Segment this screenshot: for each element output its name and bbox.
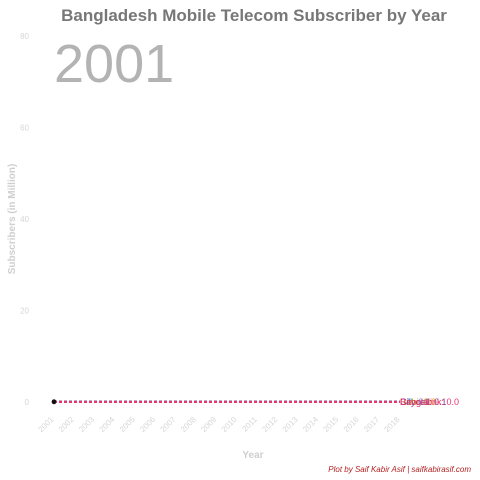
x-tick-label: 2018 (382, 415, 401, 434)
series-point-banglalink (51, 399, 57, 405)
x-tick-label: 2001 (36, 415, 55, 434)
x-tick-label: 2014 (301, 415, 320, 434)
y-tick-label: 0 (25, 398, 30, 407)
x-tick-label: 2010 (220, 415, 239, 434)
x-tick-label: 2006 (138, 415, 157, 434)
x-tick-label: 2009 (199, 415, 218, 434)
x-tick-label: 2013 (281, 415, 300, 434)
x-tick-label: 2017 (362, 415, 381, 434)
x-tick-label: 2004 (98, 415, 117, 434)
x-axis-ticks: 2001 2002 2003 2004 2005 2006 2007 2008 2009 2010… (36, 415, 401, 434)
series-label-robi: Robi: 0.0 (400, 397, 436, 407)
x-tick-label: 2008 (179, 415, 198, 434)
y-tick-label: 40 (20, 215, 29, 224)
plot-panel (44, 28, 474, 412)
y-axis-label: Subscribers (in Million) (7, 164, 18, 275)
x-tick-label: 2012 (260, 415, 279, 434)
series-label-banglalink: Banglalink: 0.0 (400, 397, 459, 407)
x-tick-label: 2003 (77, 415, 96, 434)
x-tick-label: 2005 (118, 415, 137, 434)
y-tick-label: 60 (20, 124, 29, 133)
current-year-label: 2001 (54, 34, 174, 94)
series-label-citycell: Citycell: 0.1 (400, 397, 447, 407)
credit-caption: Plot by Saif Kabir Asif | saifkabirasif.… (328, 465, 471, 474)
x-tick-label: 2015 (321, 415, 340, 434)
x-tick-label: 2016 (342, 415, 361, 434)
y-tick-label: 80 (20, 32, 29, 41)
chart-title: Bangladesh Mobile Telecom Subscriber by … (61, 6, 447, 25)
x-tick-label: 2011 (240, 415, 259, 434)
x-axis-label: Year (242, 450, 263, 461)
x-tick-label: 2007 (159, 415, 178, 434)
y-tick-label: 20 (20, 307, 29, 316)
series-label-gp: GP: 0.1 (400, 397, 431, 407)
x-tick-label: 2002 (57, 415, 76, 434)
y-axis-ticks: 0 20 40 60 80 (20, 32, 29, 407)
